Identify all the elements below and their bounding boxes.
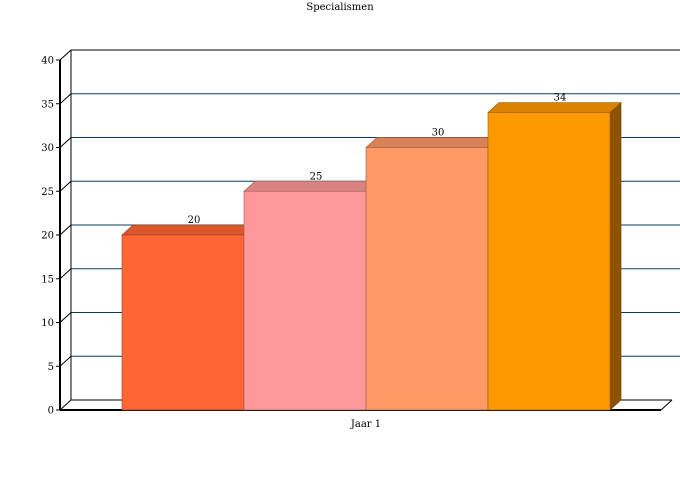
y-tick-label: 30 <box>41 143 54 154</box>
data-label: 25 <box>310 171 323 182</box>
y-tick-label: 40 <box>41 56 54 67</box>
y-axis-tick-labels: 0 5 10 15 20 25 30 35 40 <box>41 56 54 417</box>
bar-top <box>243 180 378 192</box>
bar <box>243 180 378 411</box>
y-tick-label: 35 <box>41 99 54 110</box>
bar-front <box>487 112 611 411</box>
x-axis-tick-labels: Jaar 1 <box>350 419 381 430</box>
bar <box>121 224 256 411</box>
bar-top <box>365 137 500 148</box>
bar-front <box>365 147 489 411</box>
y-tick-label: 10 <box>41 318 54 329</box>
bar <box>487 101 622 411</box>
y-tick-diagonal <box>59 312 72 323</box>
bar-front <box>121 234 245 411</box>
x-tick-label: Jaar 1 <box>350 419 381 430</box>
y-tick-diagonal <box>59 224 72 236</box>
chart-title: Specialismen <box>306 2 374 13</box>
y-tick-diagonal <box>59 399 72 411</box>
bar-side <box>609 101 622 411</box>
y-tick-diagonal <box>59 268 72 280</box>
y-tick-diagonal <box>59 355 72 367</box>
data-labels: 20 25 30 34 <box>188 93 567 227</box>
y-tick-label: 5 <box>48 362 54 373</box>
floor-right-edge <box>660 399 673 411</box>
y-tick-label: 20 <box>41 231 54 242</box>
data-label: 30 <box>432 128 445 139</box>
bar-top <box>487 102 622 113</box>
y-tick-diagonal <box>59 180 72 192</box>
bar-top <box>121 224 256 236</box>
y-tick-label: 15 <box>41 274 54 285</box>
y-tick-diagonal <box>59 93 72 105</box>
bar-front <box>243 190 367 411</box>
data-label: 20 <box>188 215 201 226</box>
bars <box>121 101 622 411</box>
y-tick-diagonal <box>59 49 72 61</box>
data-label: 34 <box>554 93 567 104</box>
y-tick-label: 0 <box>48 406 54 417</box>
y-tick-diagonal <box>59 137 72 148</box>
y-tick-label: 25 <box>41 187 54 198</box>
bar <box>365 136 500 411</box>
